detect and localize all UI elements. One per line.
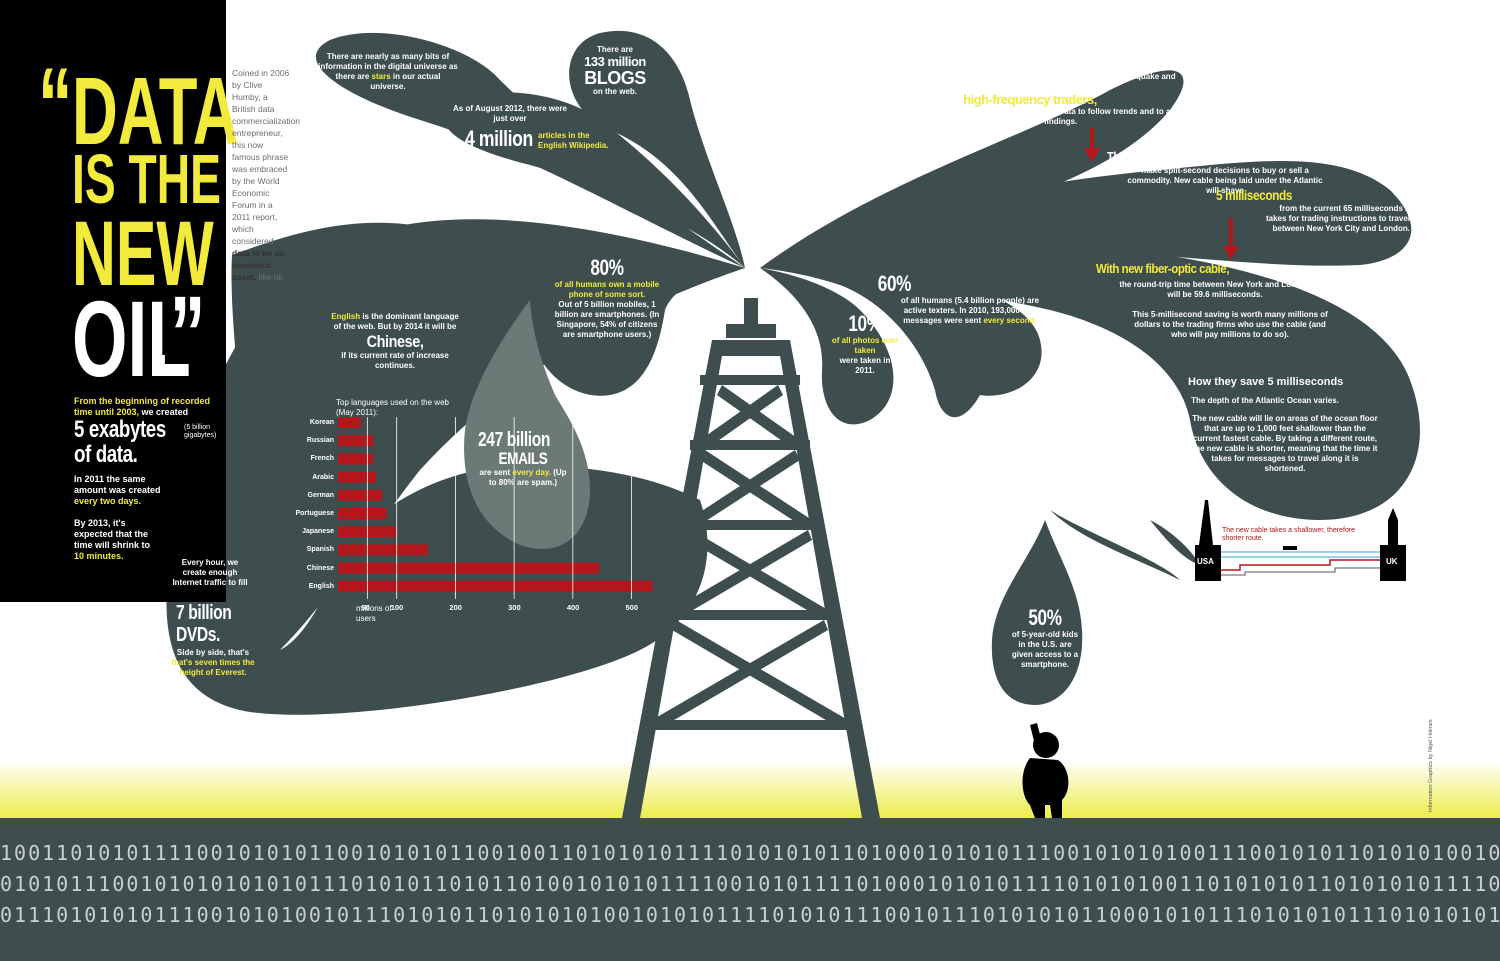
exabytes-figure: 5 exabytes [74,416,166,443]
red-arrows [1084,128,1239,260]
coined-text: Coined in 2006 by Clive Humby, a British… [232,68,301,282]
email-drop [464,300,590,549]
category-label: English [308,582,334,590]
blogs-text: There are 133 million BLOGS on the web. [584,45,646,96]
bar-chinese [338,562,600,574]
dvds-number: 7 billion DVDs. [176,602,232,646]
language-bar-chart [338,417,653,599]
ground-glow [0,760,1500,820]
category-label: French [310,455,334,463]
category-label: Russian [306,437,334,445]
usa-label: USA [1197,557,1214,566]
two-days-text: In 2011 the same amount was created ever… [74,474,161,506]
emails-text: 247 billion EMAILS are sent every day. (… [478,429,567,487]
photos-text: 10% of all photos ever taken were taken … [831,311,899,376]
bits-text: There are nearly as many bits of informa… [318,52,458,91]
credit-text: Information Graphics by Nigel Holmes [1428,719,1434,812]
binary-stream: 1001101010111100101010110010101011001001… [0,838,1500,931]
category-label: Korean [309,419,334,426]
of-data-label: of data. [74,441,138,468]
x-tick-label: 100 [390,603,404,612]
how-depth-text: The depth of the Atlantic Ocean varies. [1191,396,1339,405]
kids-text: 50% of 5-year-old kids in the U.S. are g… [1011,605,1079,670]
title-line-1: DATA [72,58,239,165]
algorithms-heading: These specialized algorithms [1107,149,1249,164]
category-label: Arabic [312,473,334,481]
chart-xlabel: millions of users [356,604,392,623]
category-label: German [307,491,334,499]
binary-row: 0101011100101010101010111010101101011010… [0,872,1500,896]
quote-close: .” [150,273,206,394]
bar-german [338,489,383,501]
wiki-articles-text: articles in the English Wikipedia. [538,131,609,150]
oil-splash [166,30,1420,715]
title-panel: “ DATA IS THE NEW OIL .” From the beginn… [0,0,239,602]
x-tick-label: 400 [566,603,580,612]
bar-spanish [338,544,428,556]
five-ms-highlight: 5 milliseconds [1216,187,1293,203]
algorithms-text: make split-second decisions to buy or se… [1127,166,1323,195]
x-tick-label: 500 [625,603,639,612]
category-label: Spanish [306,546,334,554]
chart-title: Top languages used on the web (May 2011)… [336,398,449,417]
recorded-time-text: From the beginning of recorded time unti… [74,396,211,417]
dvds-text: Every hour, we create enough Internet tr… [172,558,248,587]
binary-row: 1001101010111100101010110010101011001001… [0,841,1500,865]
binary-row: 0111010101011100101010010111010101101010… [0,903,1500,927]
bar-english [338,580,653,592]
everest-text: Side by side, that's that's seven times … [171,648,255,677]
title-line-4: OIL [72,278,191,399]
fiber-text: the round-trip time between New York and… [1119,280,1311,299]
bar-portuguese [338,508,387,519]
algorithms-post-text: from the current 65 milliseconds it take… [1265,204,1410,233]
x-tick-label: 50 [361,603,370,612]
cable-note: The new cable takes a shallower, therefo… [1222,527,1356,542]
wiki-text: As of August 2012, there were just over [453,104,567,123]
how-heading: How they save 5 milliseconds [1188,376,1344,388]
english-text: English is the dominant language of the … [331,312,459,370]
twitter-text: Just as a study of activity on Twitter g… [882,62,1178,126]
exabytes-note: (5 billion gigabytes) [184,424,217,439]
texters-text: 60% of all humans (5.4 billion people) a… [877,271,1040,326]
cable-diagram [1195,500,1406,581]
fiber-savings-text: This 5-millisecond saving is worth many … [1132,310,1328,339]
bar-korean [338,417,361,428]
quote-open: “ [38,47,73,163]
bar-russian [338,435,374,447]
bar-french [338,453,374,465]
title-line-2: IS THE [72,140,221,218]
mobile-text: 80% of all humans own a mobile phone of … [554,255,660,340]
ground [0,818,1500,961]
bar-arabic [338,471,377,483]
how-route-text: The new cable will lie on areas of the o… [1192,414,1378,473]
category-label: Chinese [306,564,334,572]
uk-label: UK [1386,557,1398,566]
ten-minutes-text: By 2013, it's expected that the time wil… [74,518,151,561]
fiber-heading: With new fiber-optic cable, [1096,261,1229,276]
man-figure [1022,723,1069,818]
wiki-number: 4 million [465,126,533,151]
category-label: Portuguese [295,510,334,517]
x-tick-label: 200 [449,603,462,612]
title-line-3: NEW [72,203,214,305]
category-label: Japanese [302,528,334,536]
oil-derrick [622,298,880,818]
x-tick-label: 300 [508,603,521,612]
